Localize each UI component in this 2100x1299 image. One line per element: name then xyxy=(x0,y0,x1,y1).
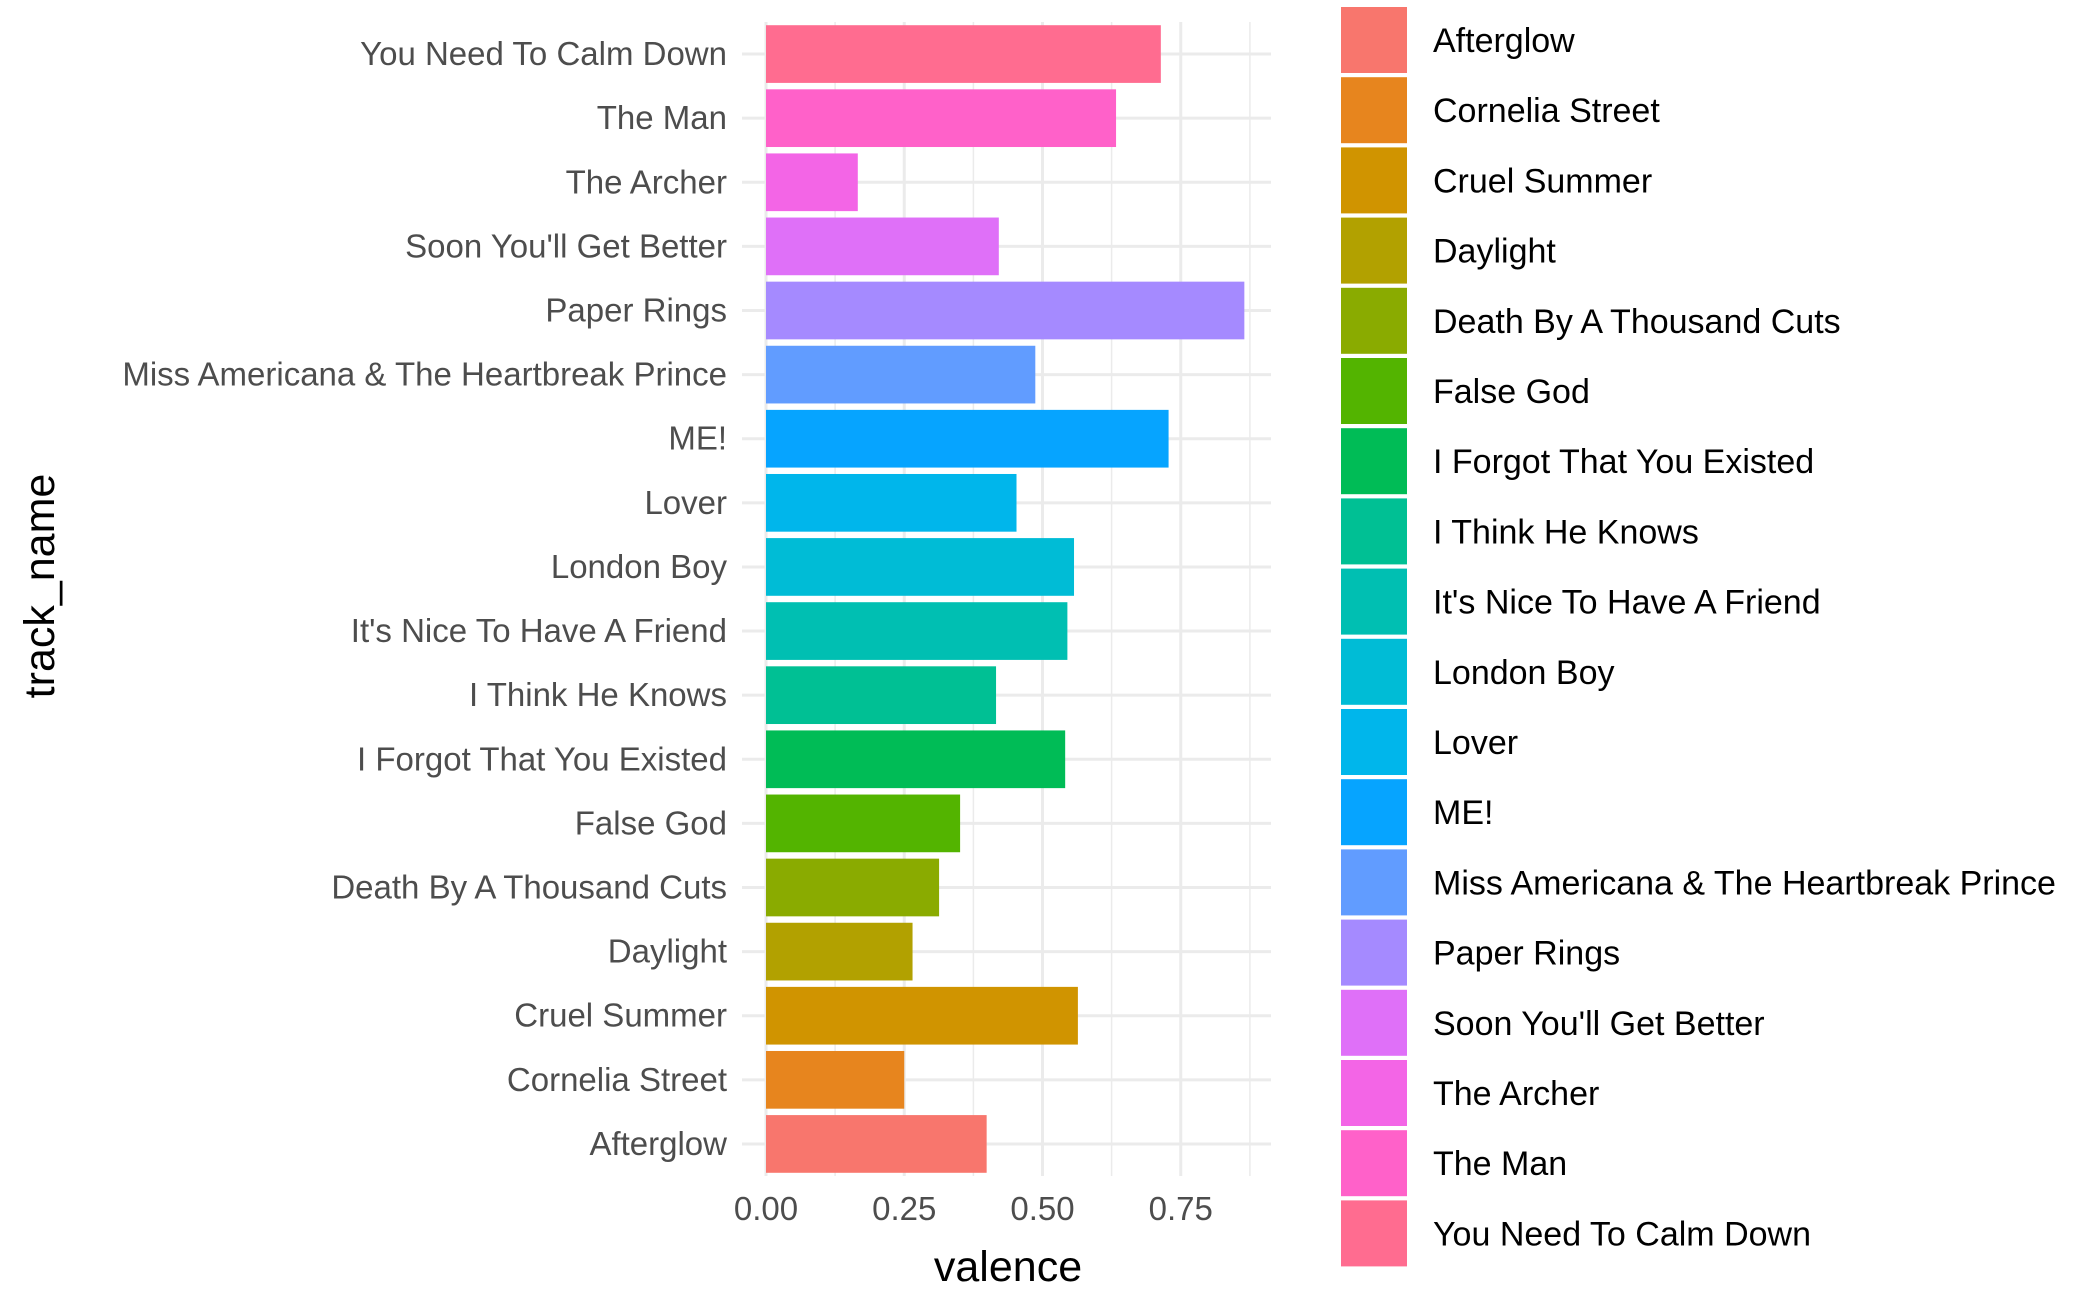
x-axis-title: valence xyxy=(934,1243,1082,1291)
legend-label: Paper Rings xyxy=(1433,935,1620,973)
legend-label: Cornelia Street xyxy=(1433,92,1660,130)
bar xyxy=(766,217,999,276)
legend-key xyxy=(1341,919,1407,986)
legend-label: Death By A Thousand Cuts xyxy=(1433,303,1841,341)
legend-key xyxy=(1341,358,1407,424)
legend-key xyxy=(1341,77,1407,144)
y-tick-label: The Man xyxy=(597,99,727,136)
legend-key xyxy=(1341,989,1407,1056)
legend-label: It's Nice To Have A Friend xyxy=(1433,584,1821,622)
bar xyxy=(766,153,858,212)
y-tick-label: I Forgot That You Existed xyxy=(357,740,727,777)
y-tick-label: I Think He Knows xyxy=(469,676,727,713)
legend-label: The Archer xyxy=(1433,1075,1599,1113)
bar xyxy=(766,345,1036,404)
legend-key xyxy=(1341,1060,1407,1126)
bar xyxy=(766,409,1169,468)
x-tick-label: 0.75 xyxy=(1149,1190,1213,1227)
bar xyxy=(766,89,1117,148)
bar xyxy=(766,666,997,725)
bar xyxy=(766,473,1017,532)
legend-key xyxy=(1341,779,1407,846)
y-tick-label: It's Nice To Have A Friend xyxy=(351,612,727,649)
legend-label: ME! xyxy=(1433,794,1493,832)
x-tick-label: 0.00 xyxy=(734,1190,798,1227)
legend-label: Afterglow xyxy=(1433,22,1575,60)
y-axis-title: track_name xyxy=(16,474,64,699)
bar xyxy=(766,986,1078,1045)
x-tick-label: 0.25 xyxy=(872,1190,936,1227)
bar xyxy=(766,538,1075,596)
y-tick-label: Afterglow xyxy=(589,1125,727,1162)
y-tick-label: Paper Rings xyxy=(545,292,727,329)
legend-key xyxy=(1341,498,1407,565)
legend-key xyxy=(1341,638,1407,705)
legend-key xyxy=(1341,287,1407,354)
legend-label: Daylight xyxy=(1433,233,1556,271)
legend-label: Soon You'll Get Better xyxy=(1433,1005,1765,1043)
bar xyxy=(766,1115,987,1173)
legend-label: Miss Americana & The Heartbreak Prince xyxy=(1433,864,2056,902)
y-tick-label: ME! xyxy=(668,420,727,457)
legend: Afterglow Cornelia Street Cruel Summer Dayl… xyxy=(1341,7,2056,1267)
bar xyxy=(766,730,1066,789)
legend-key xyxy=(1341,217,1407,284)
legend-label: The Man xyxy=(1433,1145,1567,1183)
bar xyxy=(766,922,913,981)
y-tick-label: Cruel Summer xyxy=(514,997,727,1034)
x-axis-tick-labels: 0.00 0.25 0.50 0.75 xyxy=(734,1190,1213,1227)
y-axis-tick-labels: Afterglow Cornelia Street Cruel Summer Dayl… xyxy=(122,35,727,1162)
legend-key xyxy=(1341,1200,1407,1267)
y-tick-label: You Need To Calm Down xyxy=(360,35,727,72)
legend-label: London Boy xyxy=(1433,654,1615,692)
y-tick-label: Cornelia Street xyxy=(507,1061,727,1098)
y-tick-label: Miss Americana & The Heartbreak Prince xyxy=(122,356,727,393)
bar xyxy=(766,794,961,853)
legend-key xyxy=(1341,1130,1407,1197)
y-tick-label: Soon You'll Get Better xyxy=(405,227,727,264)
bar xyxy=(766,858,940,917)
legend-key xyxy=(1341,147,1407,214)
legend-key xyxy=(1341,568,1407,635)
bar xyxy=(766,25,1161,83)
bar xyxy=(766,602,1068,660)
bars xyxy=(766,25,1245,1173)
y-tick-label: Daylight xyxy=(608,933,727,970)
x-tick-label: 0.50 xyxy=(1010,1190,1074,1227)
legend-label: You Need To Calm Down xyxy=(1433,1215,1811,1253)
y-tick-label: Death By A Thousand Cuts xyxy=(331,869,727,906)
legend-label: Lover xyxy=(1433,724,1518,762)
y-tick-label: Lover xyxy=(644,484,727,521)
legend-key xyxy=(1341,428,1407,495)
legend-key xyxy=(1341,7,1407,73)
y-tick-label: The Archer xyxy=(566,163,727,200)
legend-label: I Forgot That You Existed xyxy=(1433,443,1814,481)
y-tick-label: False God xyxy=(575,804,727,841)
legend-label: I Think He Knows xyxy=(1433,513,1699,551)
bar xyxy=(766,1050,905,1109)
legend-key xyxy=(1341,849,1407,916)
y-tick-label: London Boy xyxy=(551,548,728,585)
legend-key xyxy=(1341,709,1407,775)
bar xyxy=(766,281,1245,340)
legend-label: False God xyxy=(1433,373,1590,411)
legend-label: Cruel Summer xyxy=(1433,162,1652,200)
